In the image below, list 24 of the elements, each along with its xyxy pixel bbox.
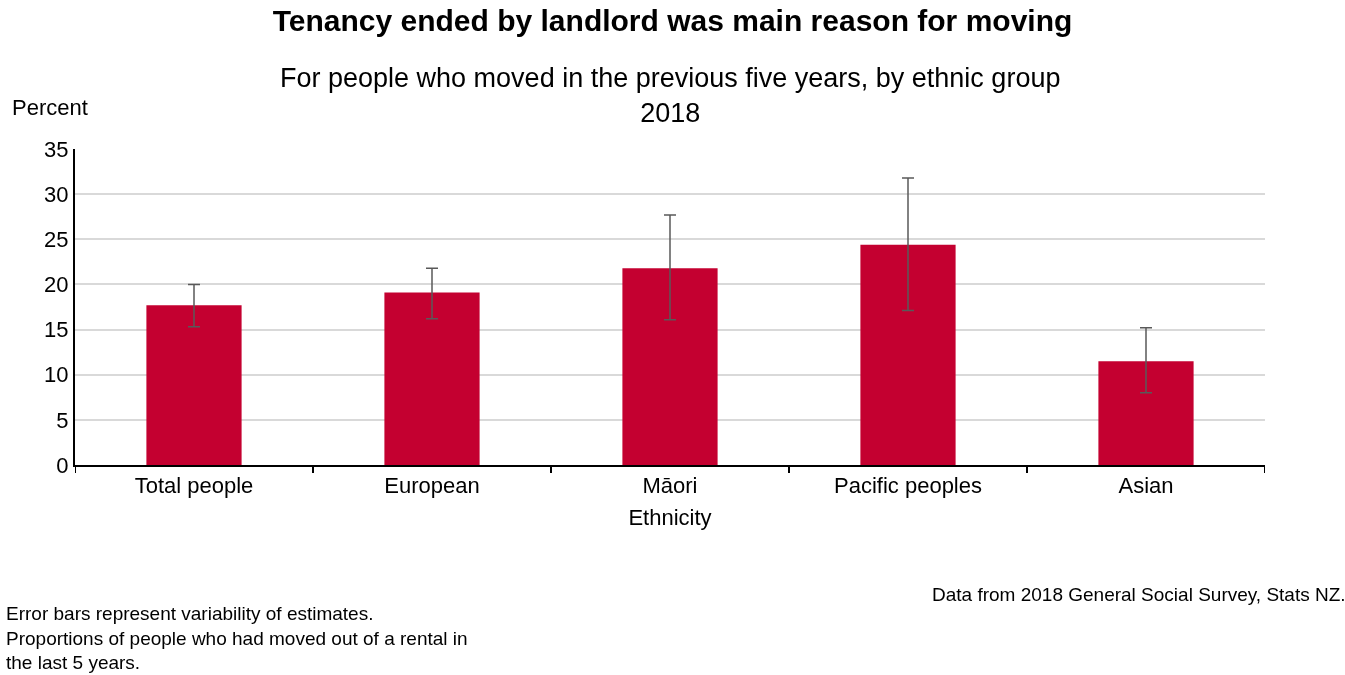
- y-tick-label: 20: [44, 272, 69, 298]
- x-axis-title: Ethnicity: [628, 504, 712, 530]
- y-tick-label: 30: [44, 181, 69, 207]
- x-tick-label: Māori: [642, 473, 698, 499]
- text: Error bars represent variability of estimates. Proportions of people who had moved out of a rental in the last 5 years.: [6, 603, 468, 674]
- y-tick-label: 10: [44, 362, 69, 388]
- y-tick-label: 35: [44, 136, 69, 162]
- x-tick-label: Total people: [134, 473, 254, 499]
- x-tick-label: Pacific peoples: [834, 473, 982, 499]
- y-tick-label: 15: [44, 317, 69, 343]
- x-tick-label: Asian: [1118, 473, 1174, 499]
- text: Data from 2018 General Social Survey, Stats NZ.: [932, 584, 1345, 605]
- y-axis-title: Percent: [12, 95, 88, 120]
- chart-title: Tenancy ended by landlord was main reason for moving: [272, 4, 1073, 38]
- y-tick-label: 25: [44, 226, 69, 252]
- bar: [622, 268, 718, 465]
- bar: [1098, 361, 1194, 465]
- bar: [146, 305, 242, 465]
- x-tick-label: European: [384, 473, 480, 499]
- y-tick-label: 0: [56, 452, 69, 478]
- bar: [860, 244, 956, 465]
- y-tick-label: 5: [56, 407, 69, 433]
- bar: [384, 292, 480, 465]
- chart-subtitle: For people who moved in the previous five years, by ethnic group 2018: [280, 63, 1061, 129]
